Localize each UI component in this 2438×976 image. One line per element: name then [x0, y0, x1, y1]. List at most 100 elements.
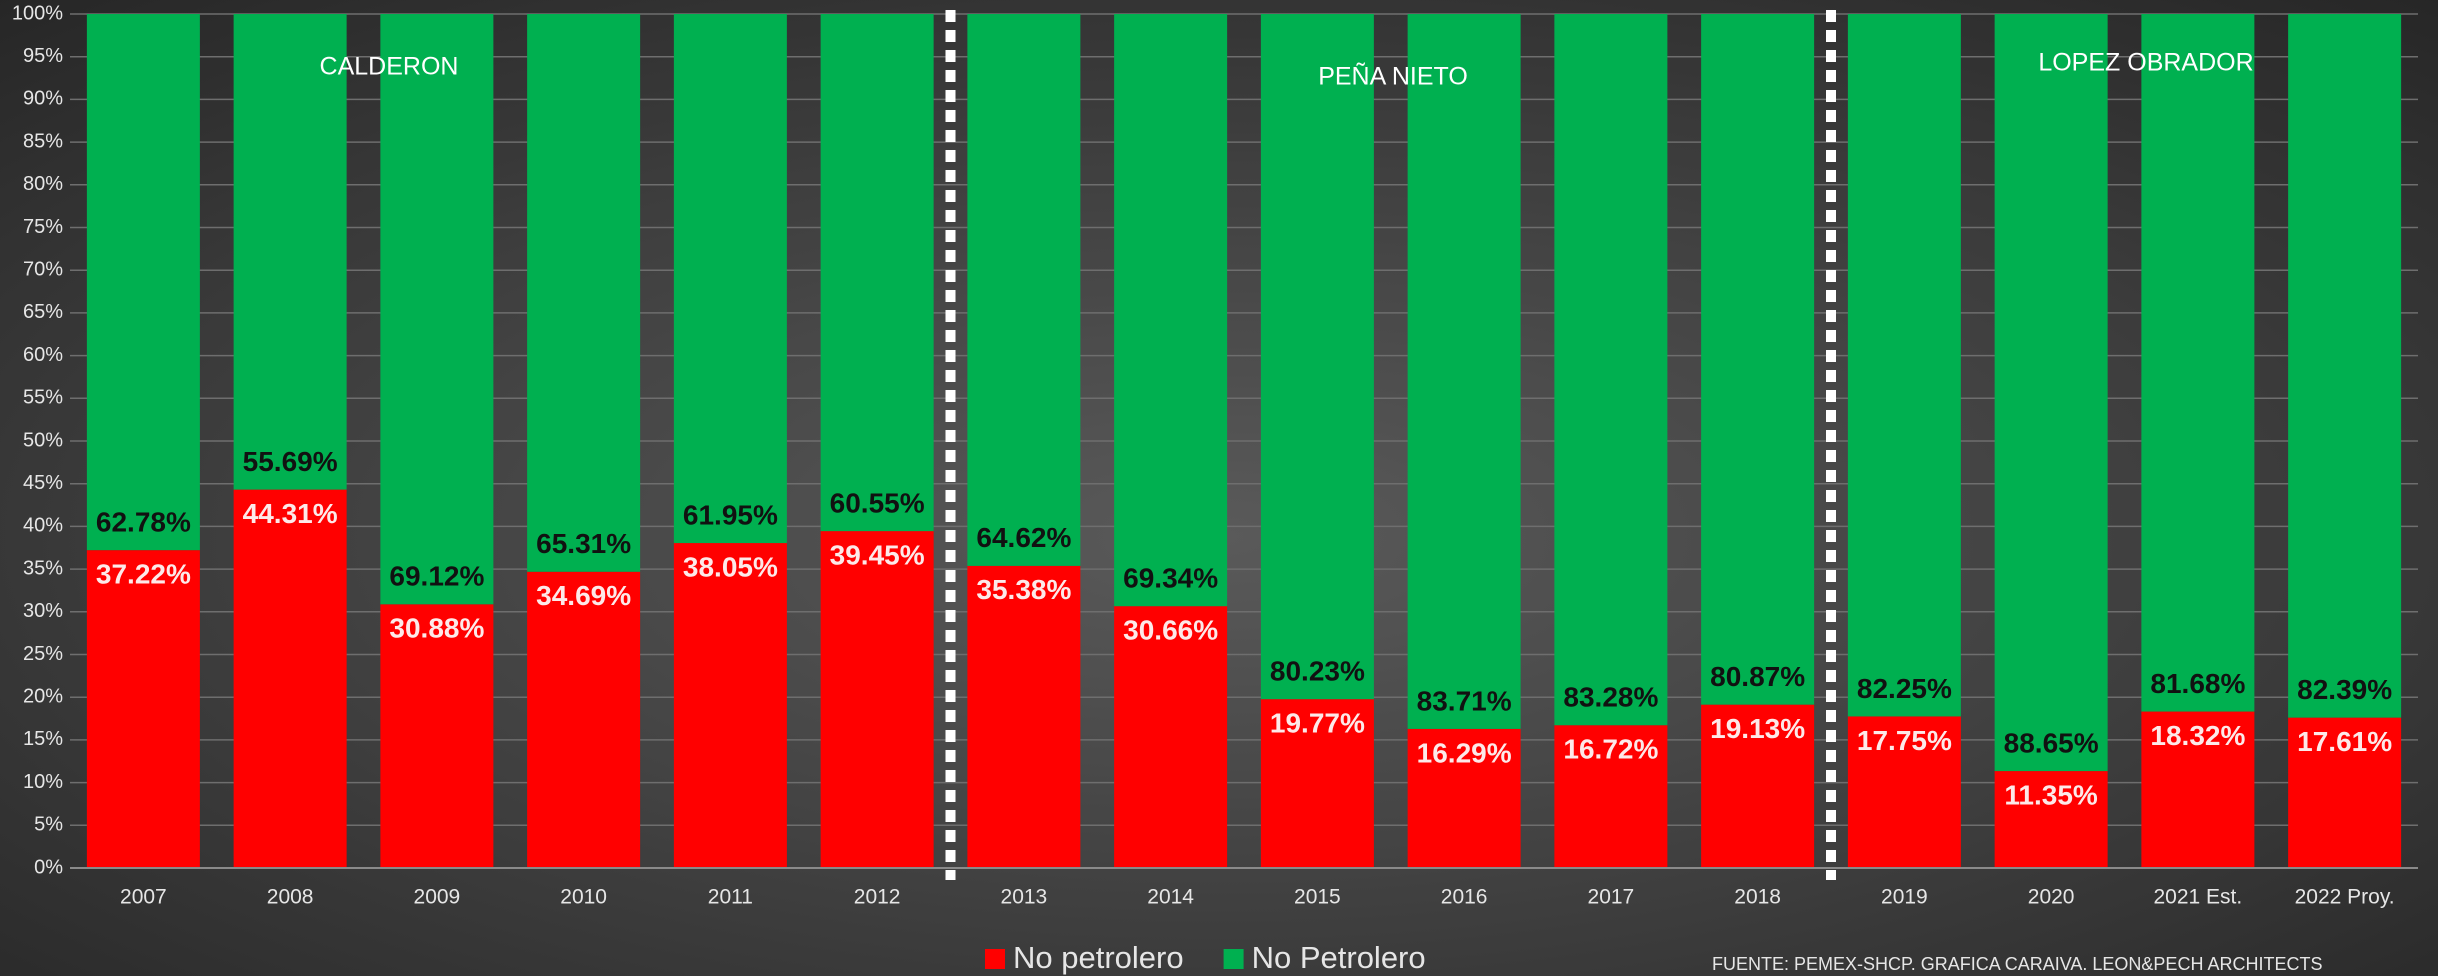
- bar-segment: [1407, 14, 1521, 729]
- bar-segment: [86, 550, 200, 868]
- y-tick-label: 5%: [34, 814, 63, 836]
- bar-segment: [1701, 14, 1815, 705]
- x-tick-label: 2021 Est.: [2154, 886, 2243, 909]
- data-label: 82.39%: [2297, 674, 2392, 705]
- data-label: 62.78%: [96, 507, 191, 538]
- bar-segment: [1407, 728, 1521, 868]
- x-tick-label: 2009: [414, 886, 461, 909]
- bar-segment: [86, 14, 200, 551]
- bar-segment: [820, 531, 934, 868]
- bar-segment: [967, 14, 1081, 566]
- y-tick-label: 10%: [23, 771, 63, 793]
- y-tick-label: 85%: [23, 130, 63, 152]
- y-tick-label: 35%: [23, 557, 63, 579]
- data-label: 30.66%: [1123, 615, 1218, 646]
- bar-segment: [1260, 699, 1374, 868]
- x-tick-label: 2020: [2028, 886, 2075, 909]
- data-label: 80.87%: [1710, 661, 1805, 692]
- bar-segment: [967, 565, 1081, 868]
- bar-segment: [1114, 14, 1228, 607]
- data-label: 17.75%: [1857, 725, 1952, 756]
- y-tick-label: 40%: [23, 515, 63, 537]
- bar-segment: [380, 604, 494, 868]
- bar-segment: [233, 489, 347, 868]
- data-label: 88.65%: [2004, 727, 2099, 758]
- x-tick-label: 2017: [1588, 886, 1635, 909]
- source-note: FUENTE: PEMEX-SHCP. GRAFICA CARAIVA. LEO…: [1712, 954, 2322, 974]
- legend-label: No petrolero: [1013, 940, 1184, 975]
- data-label: 64.62%: [976, 522, 1071, 553]
- data-label: 82.25%: [1857, 673, 1952, 704]
- y-tick-label: 70%: [23, 258, 63, 280]
- y-tick-label: 20%: [23, 685, 63, 707]
- data-label: 55.69%: [243, 446, 338, 477]
- y-tick-label: 95%: [23, 45, 63, 67]
- data-label: 34.69%: [536, 580, 631, 611]
- x-tick-label: 2007: [120, 886, 167, 909]
- data-label: 44.31%: [243, 498, 338, 529]
- data-label: 69.34%: [1123, 563, 1218, 594]
- bar-segment: [2141, 711, 2255, 868]
- data-label: 61.95%: [683, 499, 778, 530]
- data-label: 37.22%: [96, 559, 191, 590]
- data-label: 65.31%: [536, 528, 631, 559]
- bar-segment: [2141, 14, 2255, 712]
- x-tick-label: 2010: [560, 886, 607, 909]
- data-label: 19.77%: [1270, 708, 1365, 739]
- data-label: 11.35%: [2004, 779, 2098, 810]
- era-label: CALDERON: [320, 53, 459, 81]
- data-label: 30.88%: [389, 613, 484, 644]
- x-tick-label: 2022 Proy.: [2295, 886, 2395, 909]
- data-label: 35.38%: [976, 574, 1071, 605]
- bar-segment: [1847, 716, 1961, 868]
- x-tick-label: 2019: [1881, 886, 1928, 909]
- era-label: PEÑA NIETO: [1318, 62, 1468, 91]
- y-tick-label: 75%: [23, 216, 63, 238]
- legend-label: No Petrolero: [1252, 940, 1426, 975]
- x-tick-label: 2014: [1147, 886, 1194, 909]
- bar-segment: [1260, 14, 1374, 700]
- y-tick-label: 90%: [23, 88, 63, 110]
- data-label: 80.23%: [1270, 656, 1365, 687]
- bar-segment: [1847, 14, 1961, 717]
- data-label: 60.55%: [830, 487, 925, 518]
- x-tick-label: 2013: [1001, 886, 1048, 909]
- y-tick-label: 50%: [23, 429, 63, 451]
- data-label: 16.29%: [1417, 737, 1512, 768]
- data-label: 83.28%: [1563, 682, 1658, 713]
- y-tick-label: 25%: [23, 643, 63, 665]
- bar-segment: [2288, 717, 2402, 868]
- bar-segment: [1994, 14, 2108, 772]
- era-label: LOPEZ OBRADOR: [2038, 49, 2253, 77]
- data-label: 83.71%: [1417, 685, 1512, 716]
- y-tick-label: 55%: [23, 387, 63, 409]
- bar-segment: [673, 14, 787, 544]
- bar-segment: [233, 14, 347, 490]
- data-label: 39.45%: [830, 539, 925, 570]
- bar-segment: [673, 543, 787, 868]
- bar-segment: [1554, 725, 1668, 868]
- bar-segment: [2288, 14, 2402, 718]
- data-label: 17.61%: [2297, 726, 2392, 757]
- x-tick-label: 2016: [1441, 886, 1488, 909]
- bar-segment: [527, 14, 641, 572]
- data-label: 81.68%: [2150, 668, 2245, 699]
- y-tick-label: 65%: [23, 301, 63, 323]
- data-label: 16.72%: [1563, 734, 1658, 765]
- bar-segment: [527, 571, 641, 868]
- data-label: 18.32%: [2150, 720, 2245, 751]
- y-tick-label: 80%: [23, 173, 63, 195]
- bar-segment: [1994, 771, 2108, 868]
- y-tick-label: 0%: [34, 856, 63, 878]
- x-tick-label: 2011: [708, 886, 753, 909]
- bar-segment: [820, 14, 934, 532]
- x-tick-label: 2008: [267, 886, 314, 909]
- y-tick-label: 60%: [23, 344, 63, 366]
- y-tick-label: 30%: [23, 600, 63, 622]
- data-label: 19.13%: [1710, 713, 1805, 744]
- bar-segment: [380, 14, 494, 605]
- legend-swatch: [985, 949, 1005, 969]
- y-tick-label: 45%: [23, 472, 63, 494]
